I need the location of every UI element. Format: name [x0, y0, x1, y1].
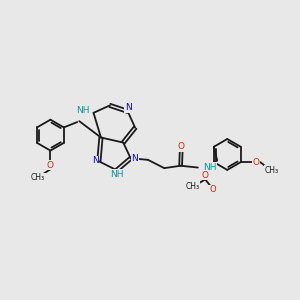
Text: CH₃: CH₃ [31, 173, 45, 182]
Text: N: N [92, 157, 98, 166]
Text: NH: NH [110, 170, 124, 179]
Text: N: N [125, 103, 132, 112]
Text: NH: NH [203, 163, 217, 172]
Text: O: O [253, 158, 260, 167]
Text: CH₃: CH₃ [265, 166, 279, 175]
Text: O: O [46, 161, 54, 170]
Text: NH: NH [76, 106, 90, 115]
Text: O: O [202, 171, 209, 180]
Text: O: O [209, 185, 216, 194]
Text: CH₃: CH₃ [185, 182, 200, 191]
Text: O: O [178, 142, 185, 151]
Text: N: N [131, 154, 138, 163]
